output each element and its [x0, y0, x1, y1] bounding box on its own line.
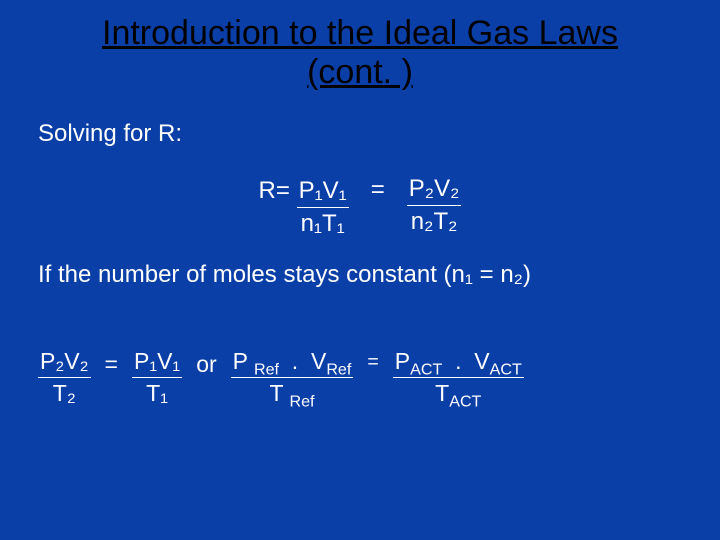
eq2-dot1: .: [292, 346, 298, 374]
eq2-P-act: PACT: [395, 348, 443, 374]
eq2-act-den: TACT: [435, 378, 481, 408]
eq2-act-num: PACT . VACT: [393, 347, 524, 378]
title-line2: (cont. ): [307, 53, 413, 91]
eq1-equals: =: [371, 174, 385, 204]
eq2-P-ref: P Ref: [233, 348, 279, 374]
eq2-or: or: [196, 347, 216, 378]
eq2-ref-den: T Ref: [269, 378, 314, 408]
eq1-frac1-num: P₁V₁: [297, 176, 349, 208]
eq2-V-act: VACT: [474, 348, 522, 374]
eq1-frac2-den: n₂T₂: [411, 206, 458, 237]
eq1-frac1-den: n₁T₁: [301, 208, 345, 239]
eq2-eqB: =: [367, 347, 378, 374]
eq2-fracB: P₁V₁ T₁: [132, 347, 182, 408]
eq2-fracAct: PACT . VACT TACT: [393, 347, 524, 408]
slide: Introduction to the Ideal Gas Laws (cont…: [0, 0, 720, 540]
eq2-V-ref: VRef: [311, 348, 351, 374]
eq1-lhs: R= P₁V₁ n₁T₁: [259, 174, 349, 239]
eq1-r-equals: R=: [259, 177, 290, 204]
eq2-fracRef: P Ref . VRef T Ref: [231, 347, 354, 408]
eq2-eqA: =: [105, 347, 118, 378]
eq1-frac1: P₁V₁ n₁T₁: [297, 176, 349, 239]
solving-line: Solving for R:: [38, 120, 682, 148]
title-line1: Introduction to the Ideal Gas Laws: [102, 14, 618, 52]
eq2-fracA-num: P₂V₂: [38, 347, 91, 378]
moles-line: If the number of moles stays constant (n…: [38, 261, 682, 289]
eq2-ref-num: P Ref . VRef: [231, 347, 354, 378]
slide-content: Solving for R: R= P₁V₁ n₁T₁ = P₂V₂ n₂T₂ …: [0, 92, 720, 408]
eq2-fracA: P₂V₂ T₂: [38, 347, 91, 408]
eq1-frac2: P₂V₂ n₂T₂: [407, 174, 462, 237]
eq2-fracB-num: P₁V₁: [132, 347, 182, 378]
eq2-fracB-den: T₁: [146, 378, 168, 408]
eq2-fracA-den: T₂: [53, 378, 76, 408]
equation-2: P₂V₂ T₂ = P₁V₁ T₁ or P Ref . VRef T Ref …: [38, 347, 682, 408]
eq2-dot2: .: [455, 346, 461, 374]
eq1-frac2-num: P₂V₂: [407, 174, 462, 206]
equation-1: R= P₁V₁ n₁T₁ = P₂V₂ n₂T₂: [38, 174, 682, 239]
slide-title: Introduction to the Ideal Gas Laws (cont…: [0, 0, 720, 92]
